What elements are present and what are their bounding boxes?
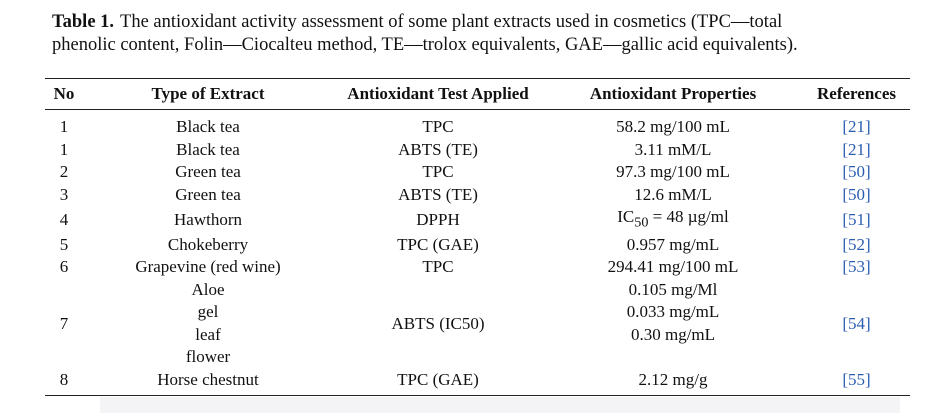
table-cell: 294.41 mg/100 mL [607, 257, 739, 277]
table-cell: 2.12 mg/g [543, 368, 803, 397]
table-cell: Green tea [175, 184, 241, 204]
table-cell: Grapevine (red wine) [135, 257, 281, 277]
table-cell: DPPH [416, 209, 460, 229]
data-table: No Type of Extract Antioxidant Test Applie… [45, 78, 910, 397]
caption-label: Table 1. [52, 12, 115, 32]
table-row: 1 Black tea ABTS (TE) 3.11 mM/L [21] [45, 139, 910, 162]
table-row: 1 Black tea TPC 58.2 mg/100 mL [21] [45, 110, 910, 139]
table-cell: [54] [842, 313, 871, 333]
table-cell: 1 [59, 139, 69, 159]
table-cell: ABTS (IC50) [391, 313, 485, 333]
cell-text: IC [617, 207, 635, 226]
table-cell: 97.3 mg/100 mL [616, 162, 730, 181]
table-cell: ABTS (TE) [398, 139, 478, 159]
table-cell: Green tea [175, 162, 241, 181]
column-header: Antioxidant Test Applied [333, 78, 543, 110]
header-row: No Type of Extract Antioxidant Test Applie… [45, 78, 910, 110]
footer-strip [100, 397, 900, 413]
caption-line: The antioxidant activity assessment of s… [120, 12, 783, 32]
table-cell: [50] [842, 162, 871, 181]
table-cell: ABTS (TE) [398, 184, 478, 204]
table-cell: [53] [842, 257, 871, 277]
table-row: 4 Hawthorn DPPH IC50 = 48 µg/ml [51] [45, 206, 910, 234]
table-cell: Aloe gel leaf flower [83, 279, 333, 369]
caption-line: phenolic content, Folin—Ciocalteu method… [52, 35, 798, 55]
table-cell: Horse chestnut [83, 368, 333, 397]
table-cell: 7 [59, 313, 69, 333]
subscript: 50 [634, 214, 649, 231]
table-row: 8 Horse chestnut TPC (GAE) 2.12 mg/g [55] [45, 368, 910, 397]
table-caption: Table 1. The antioxidant activity assessm… [52, 11, 798, 57]
table-cell: 0.105 mg/Ml 0.033 mg/mL 0.30 mg/mL [543, 279, 803, 369]
cell-line: 0.033 mg/mL [626, 302, 720, 322]
table-cell: 3.11 mM/L [634, 139, 712, 159]
table-row: 5 Chokeberry TPC (GAE) 0.957 mg/mL [52] [45, 234, 910, 257]
table-cell: TPC [422, 162, 454, 181]
table-cell: IC50 = 48 µg/ml [543, 206, 803, 234]
cell-line: Aloe [191, 279, 225, 299]
table-cell: TPC [422, 117, 454, 136]
column-header: Antioxidant Properties [543, 78, 803, 110]
table-cell: 2 [59, 162, 69, 181]
table-cell: 8 [45, 368, 83, 397]
table-cell: 3 [59, 184, 69, 204]
table-cell: TPC [422, 257, 454, 277]
table-cell: [21] [842, 117, 871, 136]
column-header: No [45, 78, 83, 110]
column-header: Type of Extract [83, 78, 333, 110]
table-row: 2 Green tea TPC 97.3 mg/100 mL [50] [45, 161, 910, 184]
cell-line: 0.105 mg/Ml [628, 279, 718, 299]
table-cell: [52] [842, 234, 871, 254]
table-cell: Black tea [176, 117, 240, 136]
table-cell: Black tea [176, 139, 240, 159]
cell-line: 0.30 mg/mL [630, 324, 716, 344]
table-cell: 12.6 mM/L [634, 184, 712, 204]
cell-line: flower [185, 347, 231, 367]
cell-text: = 48 µg/ml [648, 207, 729, 226]
table-cell: 0.957 mg/mL [626, 234, 720, 254]
table-cell: Hawthorn [174, 209, 242, 229]
table-cell: [51] [842, 209, 871, 229]
table-cell: 58.2 mg/100 mL [616, 117, 730, 136]
table-body: 1 Black tea TPC 58.2 mg/100 mL [21] 1 Black te… [45, 110, 910, 397]
cell-line: gel [197, 302, 219, 322]
table-cell: [50] [842, 184, 871, 204]
table-row: 7 Aloe gel leaf flower ABTS (IC50) 0.105 mg/Ml… [45, 279, 910, 369]
table-cell: 1 [59, 117, 69, 136]
table-cell: [21] [842, 139, 871, 159]
table-row: 3 Green tea ABTS (TE) 12.6 mM/L [50] [45, 184, 910, 207]
table-cell: Chokeberry [167, 234, 249, 254]
table-cell: TPC (GAE) [333, 368, 543, 397]
table-cell: 5 [59, 234, 69, 254]
table-cell: TPC (GAE) [397, 234, 479, 254]
cell-line: leaf [195, 324, 221, 344]
table-cell: 6 [59, 257, 69, 277]
column-header: References [803, 78, 910, 110]
table-cell: [55] [803, 368, 910, 397]
table-row: 6 Grapevine (red wine) TPC 294.41 mg/100 mL… [45, 256, 910, 279]
table-cell: 4 [59, 209, 69, 229]
